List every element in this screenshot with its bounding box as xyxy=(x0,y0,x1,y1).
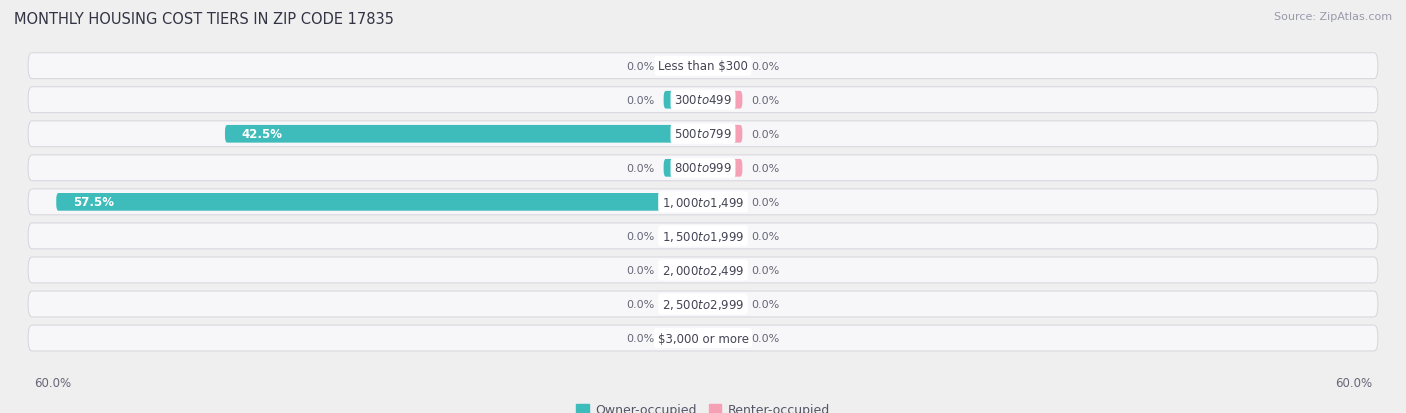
Text: 0.0%: 0.0% xyxy=(751,265,779,275)
FancyBboxPatch shape xyxy=(703,261,742,279)
Text: 60.0%: 60.0% xyxy=(1336,376,1372,389)
FancyBboxPatch shape xyxy=(703,159,742,177)
FancyBboxPatch shape xyxy=(664,58,703,75)
FancyBboxPatch shape xyxy=(703,228,742,245)
FancyBboxPatch shape xyxy=(703,92,742,109)
FancyBboxPatch shape xyxy=(703,330,742,347)
FancyBboxPatch shape xyxy=(703,58,742,75)
FancyBboxPatch shape xyxy=(664,261,703,279)
FancyBboxPatch shape xyxy=(28,257,1378,283)
FancyBboxPatch shape xyxy=(28,54,1378,79)
Text: $500 to $799: $500 to $799 xyxy=(673,128,733,141)
Text: 57.5%: 57.5% xyxy=(73,196,114,209)
Text: 0.0%: 0.0% xyxy=(751,164,779,173)
FancyBboxPatch shape xyxy=(28,223,1378,249)
Text: $2,500 to $2,999: $2,500 to $2,999 xyxy=(662,297,744,311)
Text: 0.0%: 0.0% xyxy=(751,299,779,309)
Text: $800 to $999: $800 to $999 xyxy=(673,162,733,175)
Text: $2,000 to $2,499: $2,000 to $2,499 xyxy=(662,263,744,277)
FancyBboxPatch shape xyxy=(703,295,742,313)
Text: 0.0%: 0.0% xyxy=(627,299,655,309)
Text: 0.0%: 0.0% xyxy=(627,231,655,241)
FancyBboxPatch shape xyxy=(664,159,703,177)
FancyBboxPatch shape xyxy=(664,228,703,245)
Text: Source: ZipAtlas.com: Source: ZipAtlas.com xyxy=(1274,12,1392,22)
FancyBboxPatch shape xyxy=(28,325,1378,351)
FancyBboxPatch shape xyxy=(664,330,703,347)
Legend: Owner-occupied, Renter-occupied: Owner-occupied, Renter-occupied xyxy=(576,403,830,413)
Text: 0.0%: 0.0% xyxy=(751,197,779,207)
FancyBboxPatch shape xyxy=(703,126,742,143)
Text: 0.0%: 0.0% xyxy=(751,95,779,105)
Text: 0.0%: 0.0% xyxy=(751,62,779,71)
FancyBboxPatch shape xyxy=(28,121,1378,147)
FancyBboxPatch shape xyxy=(28,156,1378,181)
Text: 0.0%: 0.0% xyxy=(751,231,779,241)
Text: 0.0%: 0.0% xyxy=(627,333,655,343)
FancyBboxPatch shape xyxy=(225,126,703,143)
Text: Less than $300: Less than $300 xyxy=(658,60,748,73)
FancyBboxPatch shape xyxy=(56,194,703,211)
FancyBboxPatch shape xyxy=(28,291,1378,317)
FancyBboxPatch shape xyxy=(664,295,703,313)
Text: 60.0%: 60.0% xyxy=(34,376,70,389)
Text: $1,500 to $1,999: $1,500 to $1,999 xyxy=(662,229,744,243)
Text: MONTHLY HOUSING COST TIERS IN ZIP CODE 17835: MONTHLY HOUSING COST TIERS IN ZIP CODE 1… xyxy=(14,12,394,27)
FancyBboxPatch shape xyxy=(664,92,703,109)
FancyBboxPatch shape xyxy=(28,190,1378,215)
Text: 0.0%: 0.0% xyxy=(627,62,655,71)
Text: 0.0%: 0.0% xyxy=(627,164,655,173)
Text: 0.0%: 0.0% xyxy=(627,265,655,275)
FancyBboxPatch shape xyxy=(703,194,742,211)
Text: 0.0%: 0.0% xyxy=(751,333,779,343)
Text: $1,000 to $1,499: $1,000 to $1,499 xyxy=(662,195,744,209)
FancyBboxPatch shape xyxy=(28,88,1378,114)
Text: 42.5%: 42.5% xyxy=(242,128,283,141)
Text: 0.0%: 0.0% xyxy=(627,95,655,105)
Text: $3,000 or more: $3,000 or more xyxy=(658,332,748,345)
Text: 0.0%: 0.0% xyxy=(751,129,779,140)
Text: $300 to $499: $300 to $499 xyxy=(673,94,733,107)
